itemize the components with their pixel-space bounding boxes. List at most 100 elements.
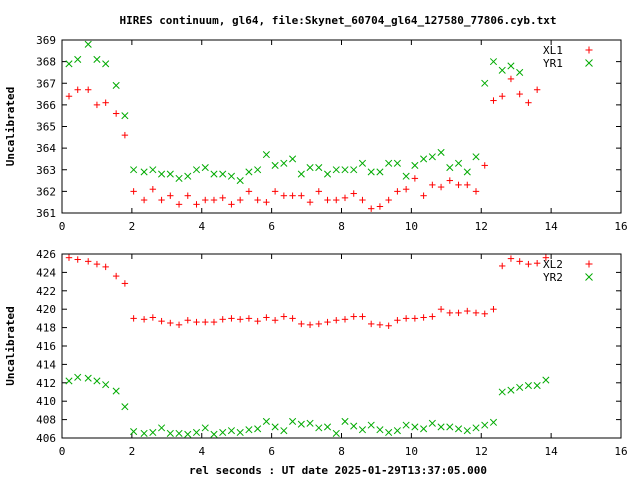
data-point-xl2 [245,315,253,322]
data-point-xl2 [184,317,191,324]
y-tick-label: 410 [36,395,56,408]
data-point-yr1 [306,164,314,172]
data-point-yr2 [306,419,314,427]
cross-mark [585,59,593,67]
cross-mark [84,374,92,382]
cross-mark [420,155,428,163]
data-point-xl1 [158,196,165,204]
data-point-xl2 [324,318,331,326]
data-point-xl1 [455,181,462,189]
data-point-yr1 [74,55,82,64]
cross-mark [140,429,148,437]
cross-mark [245,168,253,176]
data-point-xl2 [429,313,436,320]
cross-mark [175,429,183,437]
cross-mark [254,166,262,174]
data-point-xl2 [516,258,523,265]
y-tick-label: 408 [36,414,56,427]
cross-mark [437,148,445,157]
data-point-yr1 [446,164,454,172]
data-point-yr1 [376,168,384,176]
data-point-xl1 [149,186,157,193]
legend-label: XL2 [543,258,563,271]
data-point-xl1 [184,192,191,199]
data-point-xl1 [507,75,515,83]
data-point-yr2 [184,430,192,438]
data-point-xl2 [507,255,515,262]
data-point-yr1 [84,40,92,48]
cross-mark [463,168,471,176]
data-point-yr1 [280,159,288,167]
cross-mark [65,377,73,385]
x-tick-label: 16 [614,445,627,458]
cross-mark [130,166,138,174]
cross-mark [402,421,410,429]
data-point-yr1 [262,151,270,159]
y-tick-label: 426 [36,248,56,261]
cross-mark [166,170,174,178]
data-point-yr2 [315,424,323,432]
cross-mark [489,58,498,66]
cross-mark [516,383,524,391]
data-point-yr2 [102,381,110,389]
data-point-xl1 [271,188,279,195]
data-point-xl1 [437,183,445,191]
data-point-yr2 [210,430,218,438]
cross-mark [332,429,340,437]
cross-mark [121,112,129,120]
data-point-yr2 [254,425,262,433]
data-point-xl2 [193,318,200,326]
data-point-xl2 [65,254,73,261]
data-point-yr2 [498,388,506,396]
y-tick-label: 362 [36,185,56,198]
cross-mark [358,426,367,434]
data-point-yr1 [315,164,323,172]
cross-mark [166,429,174,437]
data-point-xl2 [490,306,497,313]
data-point-yr2 [323,423,332,431]
data-point-xl2 [525,260,532,268]
data-point-xl1 [193,201,200,208]
cross-mark [175,174,183,182]
cross-mark [376,426,384,434]
data-point-xl2 [236,316,244,323]
cross-mark [112,387,120,395]
cross-mark [210,170,218,178]
data-point-xl2 [437,306,445,313]
bottom-panel: 0 2 4 6 8 10 12 14 16 406 408 410 412 414 416 418 420 422… [4,248,628,458]
data-point-yr1 [350,166,358,174]
data-point-xl1 [490,97,497,104]
top-panel: 0 2 4 6 8 10 12 14 16 361 362 363 364 365 366 367 368 369… [4,34,628,233]
cross-mark [280,159,288,167]
data-point-xl1 [280,192,288,199]
data-point-yr1 [428,153,436,161]
data-point-yr1 [393,159,401,167]
data-point-xl2 [167,319,174,327]
data-point-yr2 [175,429,183,437]
cross-mark [236,428,244,437]
data-point-yr1 [454,159,463,167]
data-point-yr1 [297,170,305,178]
data-point-xl1 [167,192,174,199]
legend-marker [585,260,593,268]
cross-mark [184,430,192,438]
x-tick-label: 8 [338,220,345,233]
x-tick-label: 14 [545,445,559,458]
legend-label: YR1 [543,57,563,70]
y-tick-label: 365 [36,121,56,134]
y-tick-label: 418 [36,322,56,335]
data-point-xl2 [158,317,165,325]
cross-mark [332,166,340,174]
data-point-yr2 [437,423,445,431]
cross-mark [516,68,524,76]
data-point-xl1 [402,186,410,193]
cross-mark [420,425,428,433]
data-point-xl2 [140,316,148,323]
cross-mark [358,159,367,167]
data-point-yr1 [481,79,489,87]
cross-mark [192,428,201,437]
data-point-xl2 [306,321,314,329]
data-point-yr2 [84,374,92,382]
y-tick-label: 367 [36,77,56,90]
